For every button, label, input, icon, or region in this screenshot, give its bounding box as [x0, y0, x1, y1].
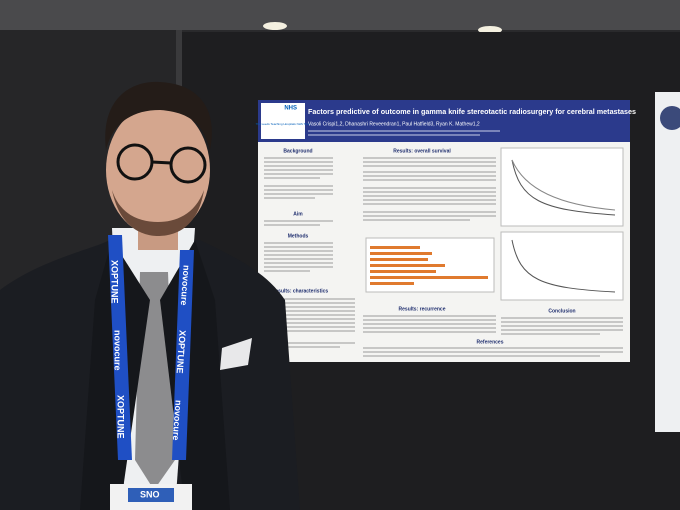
badge-text: SNO	[140, 489, 160, 499]
lanyard-text: novocure	[113, 330, 123, 371]
person: XOPTUNE novocure XOPTUNE novocure XOPTUN…	[0, 81, 300, 510]
poster-authors: Vasoli Crispi1,2, Dhanashri Reveendran1,…	[308, 121, 480, 127]
lanyard-strap	[108, 235, 132, 460]
text-block	[264, 157, 333, 199]
lanyard-text: XOPTUNE	[116, 395, 126, 439]
survival-curve	[511, 159, 616, 216]
ceiling	[0, 0, 680, 30]
pocket-square	[220, 338, 252, 370]
section-heading: Results: recurrence	[399, 306, 446, 312]
survival-plot	[500, 147, 624, 227]
survival-curve	[511, 239, 616, 293]
lanyard-text: XOPTUNE	[110, 260, 120, 304]
survival-curve	[511, 159, 616, 211]
poster-title: Factors predictive of outcome in gamma k…	[308, 107, 636, 116]
lanyard-text: novocure	[171, 400, 184, 441]
glasses	[169, 146, 207, 184]
survival-plot	[500, 231, 624, 301]
section-heading: References	[477, 339, 504, 345]
logo-mark: NHS	[284, 106, 297, 112]
lanyard-text: novocure	[179, 265, 192, 306]
lanyard-strap	[172, 250, 194, 460]
lanyard-text: XOPTUNE	[175, 330, 188, 374]
logo-box	[261, 103, 305, 139]
poster: NHS The Leeds Teaching Hospitals NHS Tru…	[256, 100, 636, 362]
adjacent-logo	[660, 106, 680, 130]
section-heading: Conclusion	[548, 308, 575, 314]
adjacent-poster	[655, 92, 680, 432]
logo-org: The Leeds Teaching Hospitals NHS Trust	[256, 122, 311, 126]
section-heading: Methods	[288, 233, 309, 239]
badge-band	[128, 488, 174, 502]
section-heading: Results: characteristics	[272, 288, 329, 294]
section-heading: Aim	[293, 211, 303, 217]
ceiling-light	[263, 22, 287, 30]
section-heading: Results: overall survival	[393, 148, 451, 154]
hair	[105, 81, 212, 150]
beard	[112, 190, 204, 236]
face	[106, 104, 210, 236]
section-heading: Background	[283, 148, 312, 154]
forest-plot-bars	[370, 246, 488, 285]
